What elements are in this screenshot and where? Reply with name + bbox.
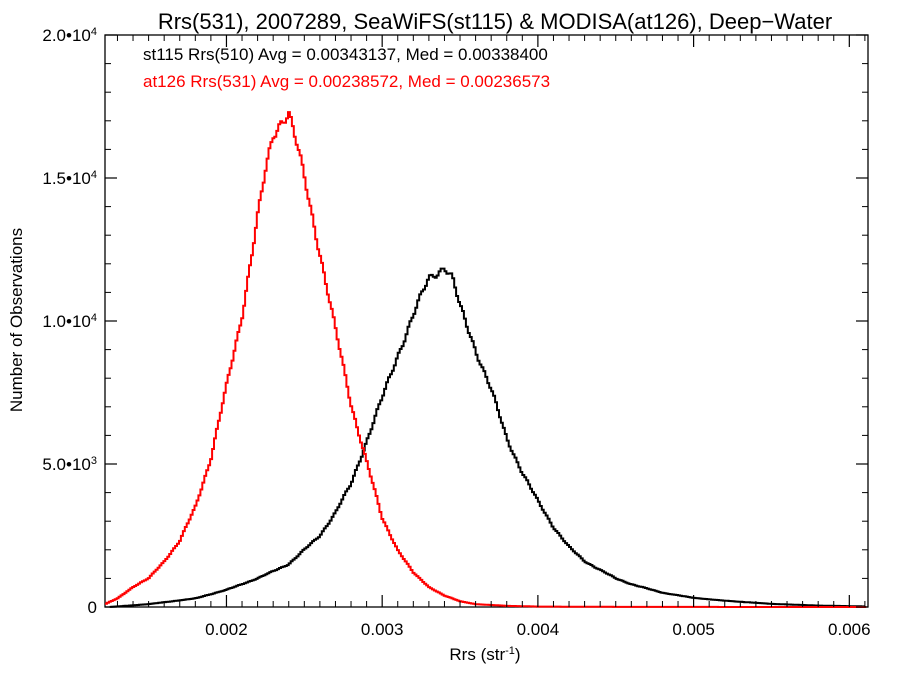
y-tick-label: 0 xyxy=(88,598,97,617)
x-tick-label: 0.005 xyxy=(672,620,715,639)
y-axis-label: Number of Observations xyxy=(7,228,26,412)
x-axis-label: Rrs (str-1) xyxy=(449,645,520,664)
x-tick-label: 0.004 xyxy=(517,620,560,639)
chart-title: Rrs(531), 2007289, SeaWiFS(st115) & MODI… xyxy=(158,9,832,34)
y-tick-label: 1.5•104 xyxy=(42,169,97,188)
x-axis-label-superscript: -1 xyxy=(505,645,515,657)
legend: st115 Rrs(510) Avg = 0.00343137, Med = 0… xyxy=(143,45,550,91)
x-axis-label-main: Rrs (str xyxy=(449,645,505,664)
series-line-st115 xyxy=(109,267,865,608)
ticks-group: 0.002 0.003 0.004 0.005 0.006 0 5.0•103 1.0•104… xyxy=(42,26,870,639)
x-tick-label: 0.002 xyxy=(205,620,248,639)
plot-frame-group xyxy=(104,34,869,608)
x-tick-label: 0.006 xyxy=(828,620,871,639)
x-axis-label-end: ) xyxy=(515,645,521,664)
series-group xyxy=(105,111,867,608)
y-tick-label: 1.0•104 xyxy=(42,312,97,331)
series-line-at126 xyxy=(105,111,867,608)
y-tick-label: 2.0•104 xyxy=(42,26,97,45)
plot-frame xyxy=(104,34,869,608)
x-tick-label: 0.003 xyxy=(361,620,404,639)
legend-entry: st115 Rrs(510) Avg = 0.00343137, Med = 0… xyxy=(143,45,548,64)
y-tick-label: 5.0•103 xyxy=(42,455,97,474)
legend-entry: at126 Rrs(531) Avg = 0.00238572, Med = 0… xyxy=(143,72,550,91)
